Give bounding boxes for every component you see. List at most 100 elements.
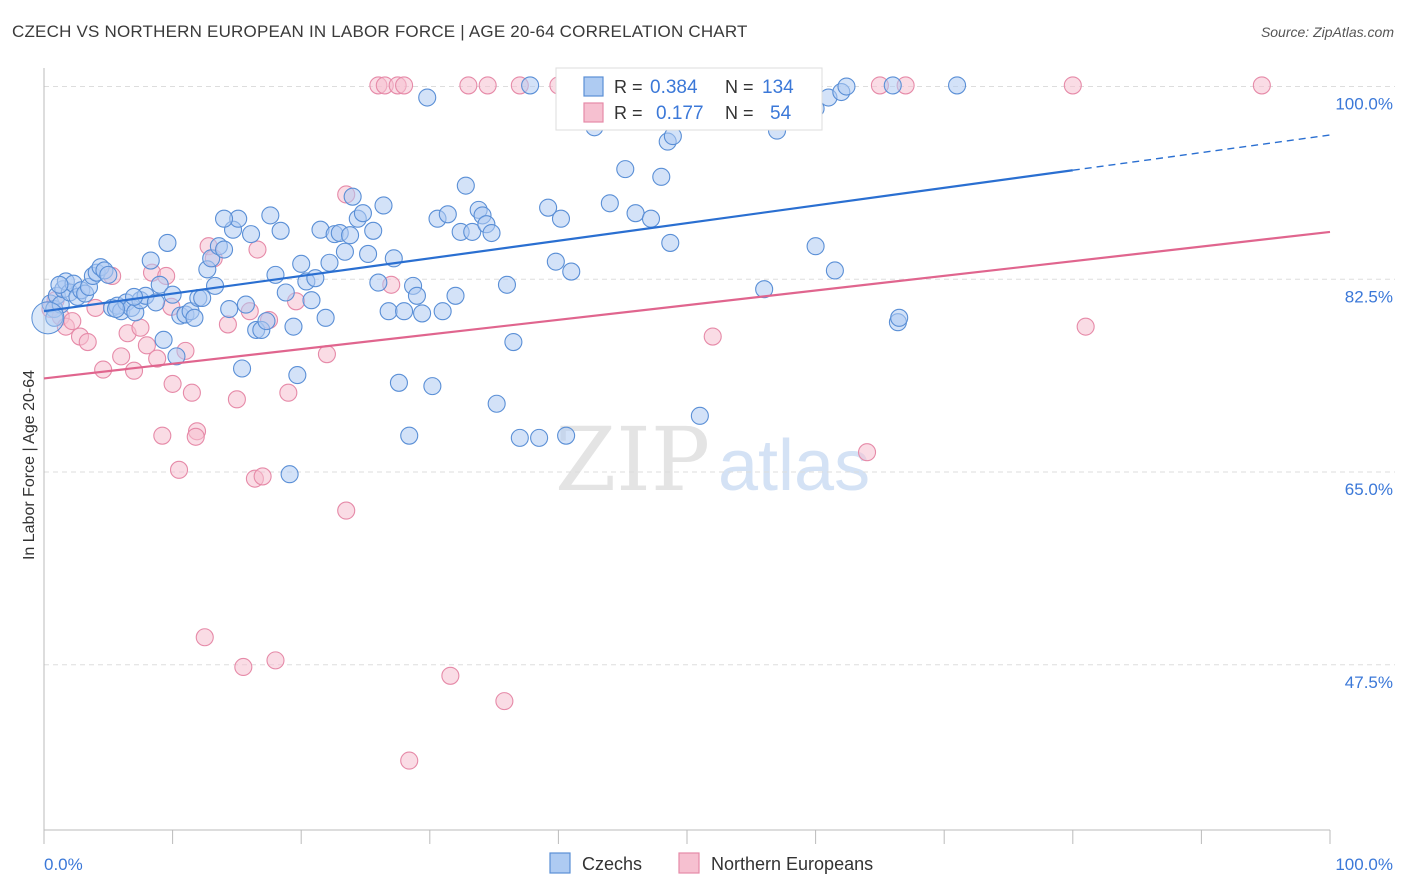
data-point-czech [825,261,844,280]
data-point-czech [369,273,388,292]
data-point-czech [600,194,619,213]
watermark-atlas: atlas [718,426,870,506]
data-point-czech [456,176,475,195]
data-point-czech [288,366,307,385]
data-point-czech [413,304,432,323]
data-point-czech [31,301,65,335]
data-point-czech [641,209,661,228]
legend-r-value: 0.384 [650,77,698,98]
data-point-czech [446,286,465,305]
data-point-czech [364,221,383,240]
data-point-czech [150,275,169,294]
data-point-northern-european [395,76,414,95]
data-point-czech [616,160,635,179]
data-point-northern-european [195,628,214,647]
legend-r-label: R = [614,103,643,123]
trend-line-northern-europeans [43,230,1331,380]
data-point-czech [539,198,558,217]
data-point-czech [284,317,303,336]
bottom-legend-czechs: Czechs [582,854,642,874]
x-tick-label-min: 0.0% [44,855,83,874]
data-point-czech [271,221,290,240]
legend-n-label: N = [725,77,754,97]
y-axis-label: In Labor Force | Age 20-64 [21,370,38,560]
data-point-czech [158,233,177,252]
bottom-legend-northern-europeans: Northern Europeans [711,854,873,874]
data-point-czech [626,204,645,223]
data-point-czech [316,308,335,327]
data-point-northern-european [94,360,113,379]
data-point-northern-european [317,345,336,364]
data-point-northern-european [137,336,156,355]
data-point-czech [510,428,529,447]
data-point-northern-european [248,240,267,259]
bottom-legend-swatch-northern-europeans [678,852,700,874]
data-point-czech [193,288,212,308]
data-point-czech [806,237,825,256]
data-point-northern-european [86,298,105,317]
data-point-northern-european [112,347,131,366]
legend-box: R = 0.384 N = 134 R = 0.177 N = 54 [555,67,823,131]
data-point-czech [146,293,165,312]
data-point-northern-european [163,374,182,393]
data-point-northern-european [234,657,253,677]
data-point-northern-european [266,651,285,670]
y-tick-label: 82.5% [1345,287,1393,306]
data-point-northern-european [169,460,189,479]
axes [43,68,1331,844]
data-point-czech [400,426,419,445]
data-point-czech [883,76,902,95]
trend-lines [43,134,1331,380]
data-point-czech [214,209,234,228]
chart-title: CZECH VS NORTHERN EUROPEAN IN LABOR FORC… [12,22,748,41]
data-point-czech [890,308,909,327]
data-point-czech [652,167,671,186]
data-point-czech [185,308,204,327]
bottom-legend-swatch-czechs [549,852,571,874]
x-tick-label-max: 100.0% [1335,855,1393,874]
data-point-czech [276,283,295,302]
data-point-czech [50,275,69,294]
data-point-czech [359,244,378,263]
data-point-northern-european [1076,317,1095,336]
data-point-northern-european [337,501,356,520]
y-tick-label: 100.0% [1335,95,1393,114]
watermark-zip: ZIP [555,408,710,511]
data-point-northern-european [182,383,201,402]
data-point-northern-european [148,349,167,368]
data-point-czech [407,286,426,305]
data-point-czech [302,291,321,310]
data-point-czech [280,465,299,484]
trend-line-czechs [43,169,1073,313]
bottom-legend: Czechs Northern Europeans [549,852,873,874]
data-point-northern-european [495,692,514,711]
legend-swatch-czechs [583,76,604,97]
data-point-northern-european [441,666,460,685]
data-point-northern-european [459,76,478,95]
legend-r-value: 0.177 [656,103,704,124]
data-point-northern-european [857,443,877,462]
data-point-czech [433,302,452,321]
data-point-czech [546,252,565,271]
data-point-northern-european [186,427,205,446]
data-point-czech [690,406,709,425]
data-point-czech [521,76,540,95]
data-point-czech [214,240,234,259]
data-point-czech [220,299,239,319]
data-point-czech [232,359,252,378]
data-point-czech [389,373,408,392]
data-point-czech [292,254,311,273]
legend-r-label: R = [614,77,643,97]
data-point-northern-european [78,333,97,352]
data-point-northern-european [703,327,722,346]
data-point-northern-european [279,383,298,402]
data-point-czech [423,377,442,396]
data-point-czech [504,333,523,352]
data-point-czech [497,275,517,294]
data-point-czech [343,187,362,206]
data-point-czech [335,242,354,261]
data-point-northern-european [400,751,419,770]
y-tick-label: 47.5% [1345,673,1393,692]
data-point-northern-european [218,315,237,334]
